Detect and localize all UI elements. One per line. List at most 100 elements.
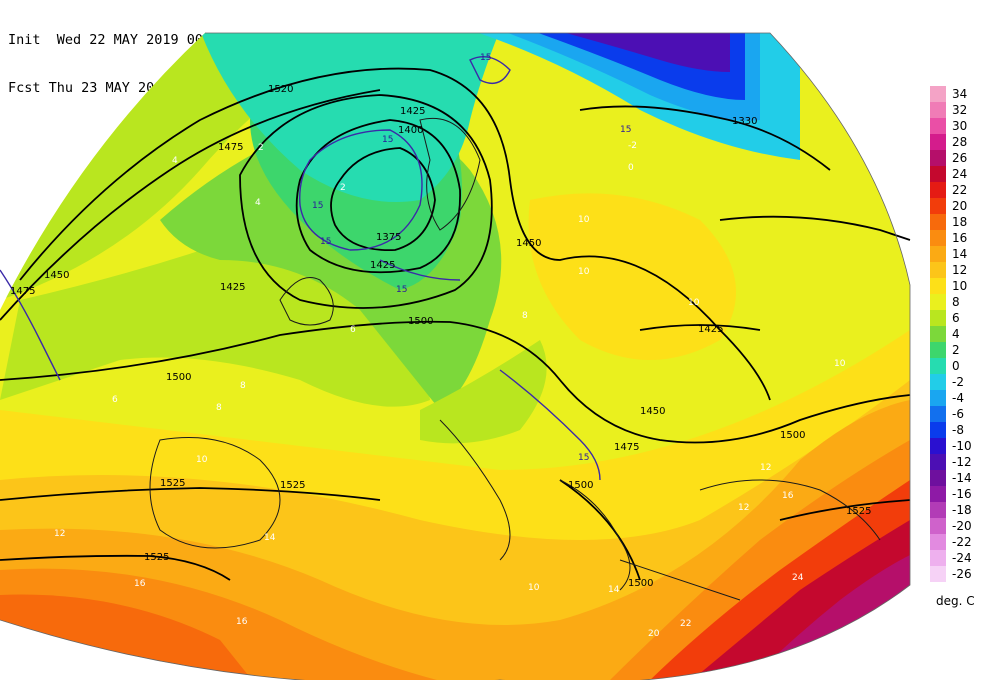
legend-swatch [930,470,946,486]
coastline-anatolia [619,559,741,601]
legend-label: 4 [952,327,960,341]
legend-label: -22 [952,535,972,549]
legend-label: -6 [952,407,964,421]
legend-swatch [930,150,946,166]
legend-label: -24 [952,551,972,565]
height-label: 1520 [268,84,293,95]
legend-row: -4 [928,390,992,406]
legend-label: 8 [952,295,960,309]
temperature-legend: 34 32 30 28 26 24 22 20 18 16 14 12 10 8 6 4 2 0 -2 -4 -6 -8-… [928,86,992,606]
legend-swatch [930,262,946,278]
temp-label: 8 [522,311,528,321]
height-contour-1475a [0,89,381,321]
temp-label: 22 [680,619,691,629]
height-label: 1400 [398,125,423,136]
legend-label: 12 [952,263,968,277]
legend-swatch [930,358,946,374]
legend-swatch [930,566,946,582]
legend-swatch [930,486,946,502]
legend-label: -26 [952,567,972,581]
legend-swatch [930,502,946,518]
legend-label: -2 [952,375,964,389]
legend-row: -8 [928,422,992,438]
temp-fill-m12 [555,33,730,72]
height-label: 1525 [280,480,305,491]
height-contour-1450b [719,215,911,241]
wind-contour-a [379,259,461,281]
legend-row: -14 [928,470,992,486]
legend-swatch [930,390,946,406]
temp-label: 10 [578,267,590,277]
wind-label: 15 [382,135,393,145]
temp-label: -2 [628,141,637,151]
temp-label: 2 [258,143,264,153]
temperature-labels: 2 2 4 4 6 8 10 10 10 8 8 6 10 10 12 12 1… [54,141,846,639]
temp-label: 10 [528,583,540,593]
height-label: 1425 [698,324,723,335]
legend-swatch [930,118,946,134]
legend-row: -24 [928,550,992,566]
legend-row: 10 [928,278,992,294]
legend-label: 22 [952,183,968,197]
legend-label: -14 [952,471,972,485]
height-label: 1475 [614,442,639,453]
height-label: 1525 [160,478,185,489]
wind-label: 15 [396,285,407,295]
temp-fill-6c [420,340,547,444]
legend-row: 24 [928,166,992,182]
temp-label: 10 [578,215,590,225]
legend-row: -26 [928,566,992,582]
temp-label: 2 [340,183,346,193]
legend-row: 8 [928,294,992,310]
legend-swatch [930,422,946,438]
legend-label: 14 [952,247,968,261]
legend-label: -16 [952,487,972,501]
legend-swatch [930,342,946,358]
temp-label: 16 [782,491,794,501]
height-label: 1450 [640,406,665,417]
temp-label: 16 [236,617,248,627]
legend-row: 18 [928,214,992,230]
height-label: 1500 [568,480,593,491]
wind-label: 15 [312,201,323,211]
legend-swatch [930,198,946,214]
legend-row: 14 [928,246,992,262]
legend-swatch [930,278,946,294]
legend-row: -16 [928,486,992,502]
temp-label: 10 [688,298,700,308]
height-contour-1425 [239,94,493,309]
height-label: 1450 [44,270,69,281]
temp-label: 14 [608,585,620,595]
legend-swatch [930,534,946,550]
legend-row: 28 [928,134,992,150]
height-label: 1525 [144,552,169,563]
legend-label: 16 [952,231,968,245]
legend-row: 20 [928,198,992,214]
wind-contour-ring [299,129,423,251]
wind-label: 15 [320,237,331,247]
legend-swatch [930,310,946,326]
legend-unit: deg. C [936,594,975,608]
legend-label: 20 [952,199,968,213]
map-frame [0,32,911,680]
legend-swatch [930,406,946,422]
height-labels: 1520 1425 1400 1475 1375 1425 1425 1450 … [10,84,871,589]
legend-swatch [930,326,946,342]
coastline-italy [439,419,511,561]
temp-label: 0 [628,163,634,173]
legend-row: 0 [928,358,992,374]
legend-swatch [930,550,946,566]
legend-label: 2 [952,343,960,357]
temp-label: 16 [134,579,146,589]
legend-swatch [930,454,946,470]
legend-row: 12 [928,262,992,278]
legend-label: 30 [952,119,968,133]
height-label: 1500 [166,372,191,383]
legend-row: 4 [928,326,992,342]
height-contour-1375 [330,147,436,251]
height-label: 1500 [628,578,653,589]
height-label: 1450 [516,238,541,249]
legend-row: 2 [928,342,992,358]
temp-label: 4 [255,198,261,208]
height-contour-1525a [0,487,381,501]
